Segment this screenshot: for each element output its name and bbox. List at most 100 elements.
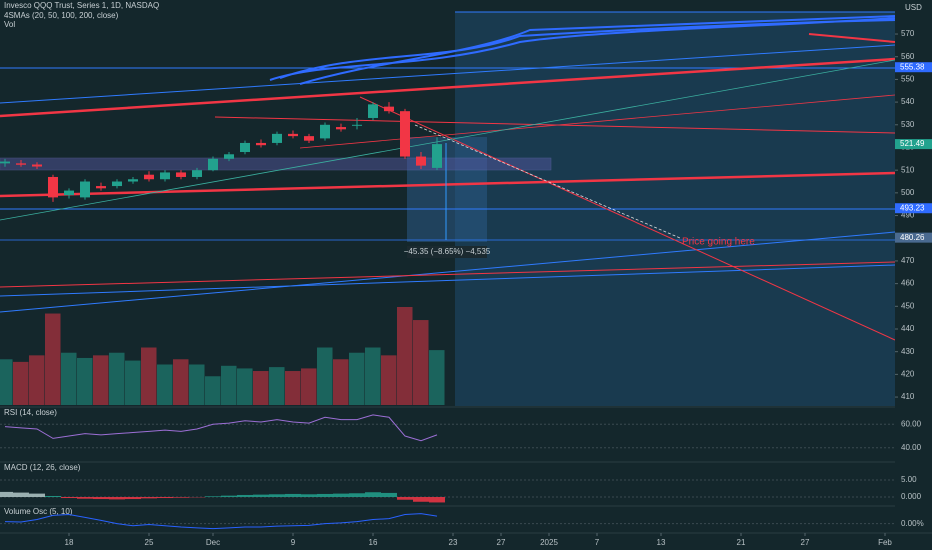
macd-bar <box>93 497 109 500</box>
volume-bar <box>157 364 173 405</box>
trend-line <box>0 59 896 221</box>
y-tick-label: 440 <box>901 324 915 333</box>
candle-body <box>32 164 42 167</box>
volume-bar <box>285 371 301 405</box>
price-label: 521.49 <box>900 139 925 148</box>
candle-body <box>176 172 186 177</box>
volume-bar <box>45 313 61 405</box>
y-tick-label: 420 <box>901 369 915 378</box>
macd-bar <box>77 497 93 499</box>
candle-body <box>336 127 346 130</box>
volume-bar <box>237 368 253 405</box>
volume-bar <box>77 357 93 405</box>
y-tick-label: 510 <box>901 165 915 174</box>
trend-line <box>0 231 896 313</box>
y-tick-label: 0.00% <box>901 519 924 528</box>
candle-body <box>16 163 26 165</box>
pane-title: MACD (12, 26, close) <box>4 463 81 472</box>
x-tick-label: 25 <box>145 538 154 547</box>
x-tick-label: 21 <box>737 538 746 547</box>
trend-line <box>299 94 896 149</box>
candle-body <box>304 136 314 141</box>
macd-bar <box>0 491 13 498</box>
candle-body <box>144 174 154 180</box>
candle-body <box>352 124 362 126</box>
indicator-line <box>4 414 438 442</box>
pane-title: Volume Osc (5, 10) <box>4 507 73 516</box>
volume-bar <box>349 352 365 405</box>
pane-title: RSI (14, close) <box>4 408 57 417</box>
price-label-bg <box>895 203 932 214</box>
y-tick-label: 470 <box>901 256 915 265</box>
candle-body <box>256 142 266 146</box>
candle-body <box>128 179 138 182</box>
chart-title: Invesco QQQ Trust, Series 1, 1D, NASDAQ <box>4 1 159 10</box>
volume-bar <box>125 360 141 405</box>
candle-body <box>320 124 330 139</box>
x-tick-label: 27 <box>497 538 506 547</box>
macd-bar <box>381 492 397 498</box>
volume-bar <box>333 359 349 405</box>
macd-bar <box>429 497 445 503</box>
indicator-line <box>4 513 438 530</box>
volume-bar <box>141 347 157 405</box>
y-tick-label: 450 <box>901 301 915 310</box>
price-label-bg <box>895 232 932 243</box>
macd-bar <box>237 494 253 498</box>
candle-body <box>192 170 202 177</box>
macd-bar <box>29 493 45 498</box>
arrow <box>414 124 681 239</box>
volume-bar <box>397 307 413 405</box>
price-label: 555.38 <box>900 62 925 71</box>
macd-bar <box>285 493 301 498</box>
macd-bar <box>13 492 29 498</box>
zone <box>0 157 552 171</box>
candle-body <box>416 156 426 166</box>
measure-box <box>407 137 487 242</box>
indicator-label: 4SMAs (20, 50, 100, 200, close) <box>4 11 119 20</box>
y-tick-label: 530 <box>901 120 915 129</box>
y-tick-label: 40.00 <box>901 443 922 452</box>
macd-bar <box>333 493 349 498</box>
macd-bar <box>397 497 413 500</box>
trend-line <box>0 261 896 288</box>
candle-body <box>112 181 122 187</box>
currency: USD <box>905 3 922 12</box>
macd-bar <box>157 497 173 499</box>
y-tick-label: 560 <box>901 52 915 61</box>
x-tick-label: 9 <box>291 538 296 547</box>
x-tick-label: 7 <box>595 538 600 547</box>
candle-body <box>48 176 58 198</box>
volume-bar <box>365 347 381 405</box>
macd-bar <box>45 495 61 498</box>
volume-bar <box>13 361 29 405</box>
macd-bar <box>269 494 285 498</box>
y-tick-label: 5.00 <box>901 475 917 484</box>
candle-body <box>80 181 90 198</box>
measure-label: −45.35 (−8.65%) −4,535 <box>404 247 491 256</box>
indicator-label: Vol <box>4 20 15 29</box>
volume-bar <box>413 320 429 405</box>
x-tick-label: 2025 <box>540 538 558 547</box>
candle-body <box>208 158 218 171</box>
trend-line <box>808 33 896 43</box>
price-label-bg <box>895 62 932 73</box>
macd-bar <box>317 493 333 498</box>
measure-label-bg <box>407 246 487 258</box>
macd-bar <box>173 497 189 498</box>
volume-bar <box>269 367 285 405</box>
macd-bar <box>413 497 429 502</box>
x-tick-label: 27 <box>801 538 810 547</box>
volume-bar <box>429 350 445 405</box>
scribble <box>269 15 896 85</box>
y-tick-label: 60.00 <box>901 419 922 428</box>
trend-line <box>0 264 896 297</box>
macd-bar <box>349 493 365 498</box>
volume-bar <box>253 371 269 405</box>
price-axis <box>895 0 932 550</box>
volume-bar <box>189 364 205 405</box>
volume-bar <box>0 359 13 405</box>
macd-bar <box>365 492 381 498</box>
price-label: 493.23 <box>900 203 925 212</box>
macd-bar <box>205 496 221 498</box>
